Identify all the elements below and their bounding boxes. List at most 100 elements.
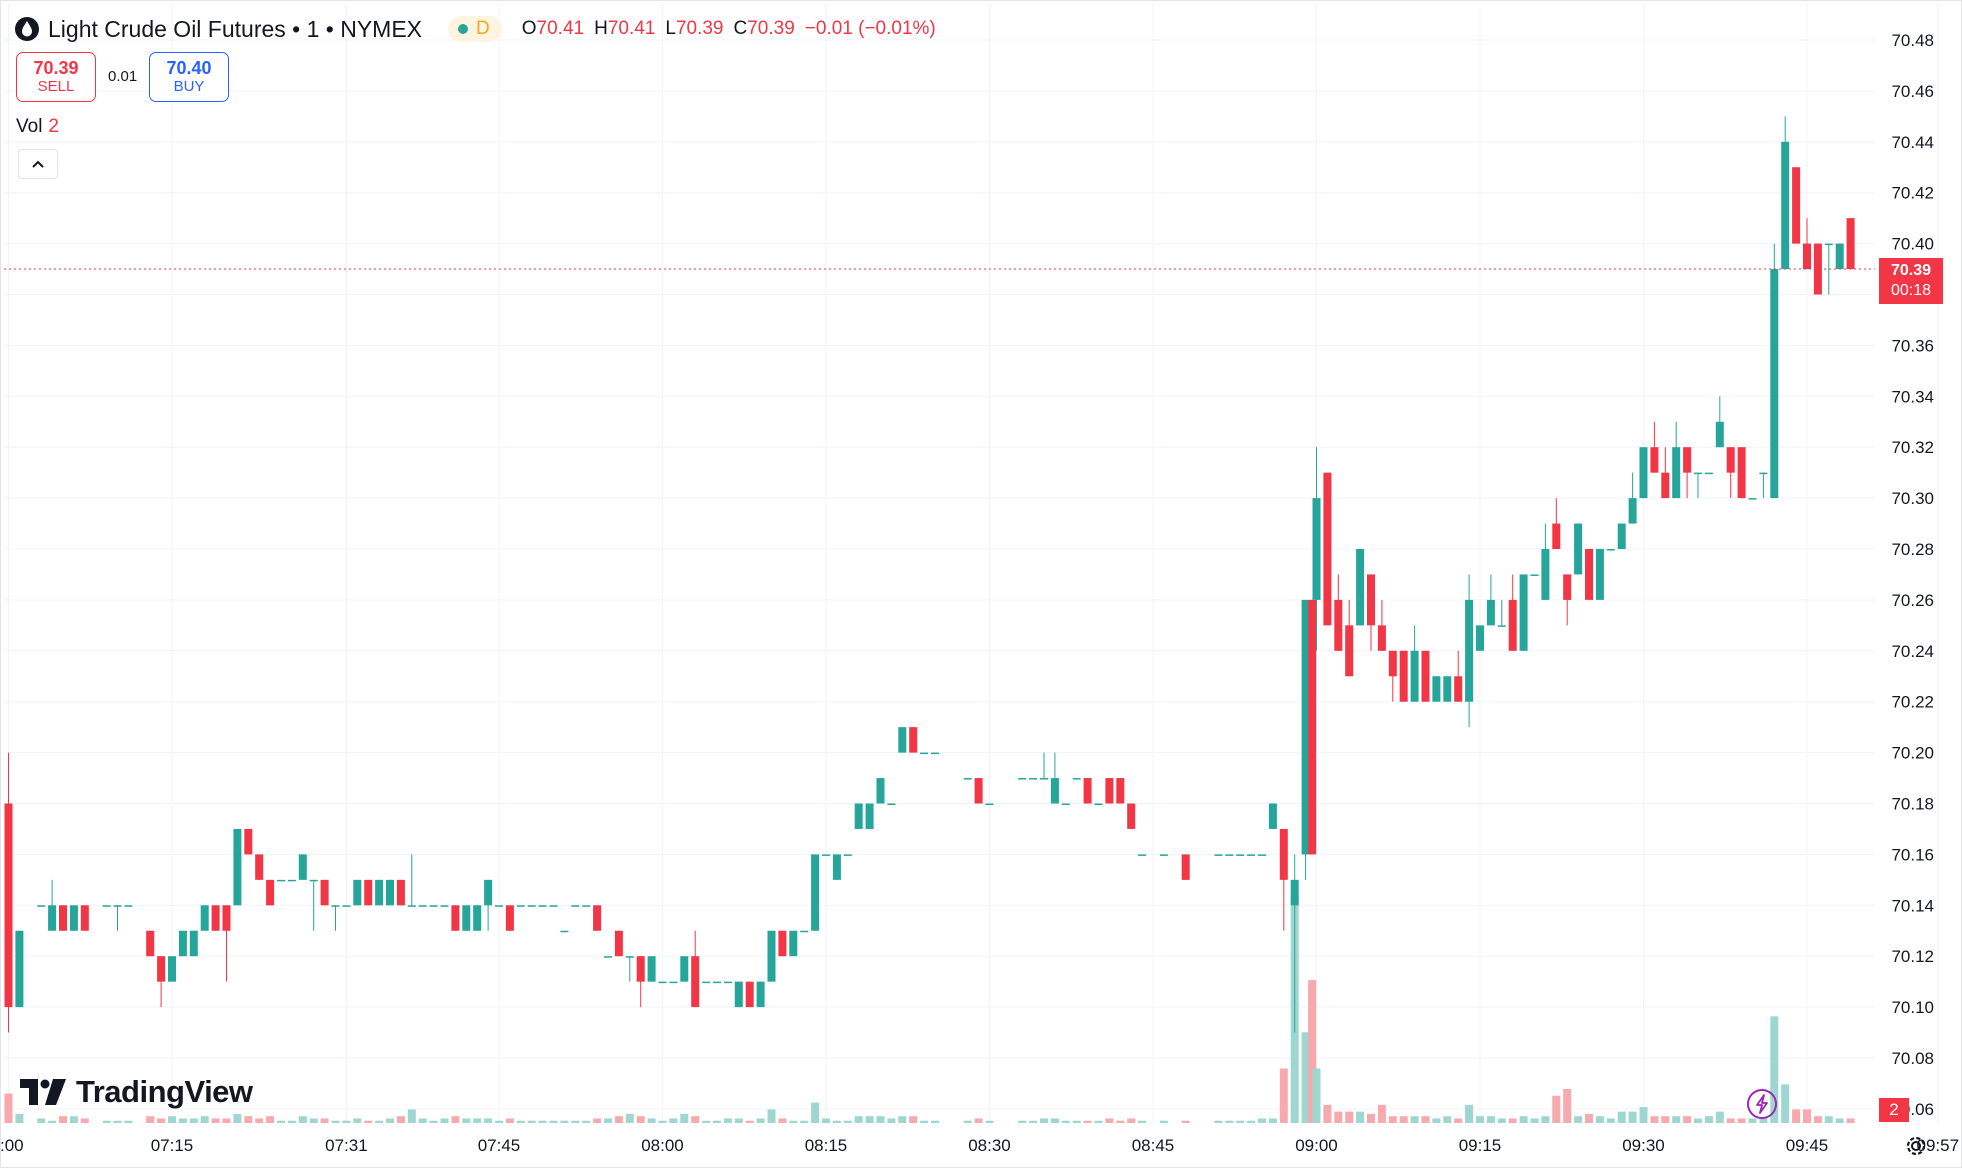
candle-body (222, 905, 231, 931)
time-tick-label: 09:15 (1459, 1136, 1502, 1155)
candle-body (1247, 854, 1256, 856)
price-tick-label: 70.26 (1891, 591, 1934, 610)
price-tick-label: 70.14 (1891, 896, 1934, 915)
volume-bar (1388, 1116, 1397, 1123)
candle-body (1290, 879, 1299, 906)
time-tick-label: 08:15 (805, 1136, 848, 1155)
volume-bar (178, 1118, 187, 1123)
candle-body (909, 727, 918, 753)
price-tick-label: 70.16 (1891, 845, 1934, 864)
candle-body (1519, 574, 1528, 651)
candle-body (157, 956, 166, 982)
candle-body (854, 803, 863, 829)
tradingview-logo-icon (20, 1079, 66, 1105)
volume-bar (538, 1120, 547, 1123)
candle-body (658, 981, 667, 984)
buy-button[interactable]: 70.40 BUY (149, 52, 229, 102)
volume-bar (320, 1118, 329, 1123)
volume-bar (1399, 1116, 1408, 1123)
time-tick-label: 09:00 (1295, 1136, 1338, 1155)
candle-body (1388, 650, 1397, 677)
volume-bar (37, 1118, 46, 1123)
price-tick-label: 70.24 (1891, 642, 1934, 661)
market-status-badge[interactable]: D (448, 16, 502, 42)
candle-body (1650, 447, 1659, 473)
candle-body (1105, 778, 1114, 804)
volume-bar (59, 1116, 67, 1123)
price-tick-label: 70.18 (1891, 795, 1934, 814)
volume-bar (658, 1120, 667, 1123)
time-tick-label: 09:30 (1622, 1136, 1665, 1155)
candle-body (407, 905, 416, 907)
volume-bar (931, 1120, 939, 1123)
candle-body (1563, 574, 1572, 600)
candle-body (1606, 549, 1615, 551)
volume-bar (1443, 1116, 1452, 1123)
candle-body (1465, 599, 1474, 702)
candle-body (1748, 498, 1757, 500)
volume-bar (1356, 1111, 1365, 1123)
volume-bar (189, 1118, 198, 1123)
change-value: −0.01 (−0.01%) (804, 18, 936, 39)
volume-bar (1377, 1104, 1386, 1123)
candle-body (1803, 243, 1811, 270)
candle-body (1824, 243, 1833, 246)
volume-bar (353, 1118, 362, 1123)
volume-bar (713, 1120, 721, 1123)
candle-body (386, 879, 394, 906)
candle-body (1628, 498, 1637, 524)
candle-body (1061, 803, 1070, 805)
price-tick-label: 70.36 (1891, 336, 1934, 355)
collapse-legend-button[interactable] (18, 149, 58, 179)
low-label: L (665, 18, 676, 39)
candle-body (1704, 472, 1713, 475)
volume-bar (80, 1118, 89, 1123)
gear-icon[interactable] (1902, 1132, 1930, 1160)
volume-bar (832, 1120, 841, 1123)
candle-body (1443, 676, 1452, 702)
candle-body (102, 905, 111, 907)
candle-body (593, 905, 602, 931)
candle-body (1541, 549, 1550, 600)
volume-bar (593, 1118, 602, 1123)
volume-bar (255, 1118, 264, 1123)
market-open-dot (458, 24, 469, 34)
volume-bar (1029, 1120, 1038, 1123)
price-tick-label: 70.32 (1891, 438, 1934, 457)
price-tick-label: 70.34 (1891, 387, 1934, 406)
volume-bar (48, 1120, 57, 1123)
candle-body (266, 879, 275, 906)
volume-bar (462, 1118, 471, 1123)
candle-body (484, 879, 493, 906)
bar-countdown: 00:18 (1890, 282, 1932, 299)
volume-bar (124, 1120, 133, 1123)
candle-body (1486, 599, 1495, 626)
candle-body (277, 879, 285, 882)
volume-bar (604, 1118, 612, 1123)
time-tick-label: 07:45 (478, 1136, 521, 1155)
flash-icon[interactable] (1746, 1088, 1778, 1120)
volume-bar (1308, 979, 1317, 1123)
price-tick-label: 70.28 (1891, 540, 1934, 559)
candle-body (244, 828, 253, 855)
sell-button[interactable]: 70.39 SELL (16, 52, 96, 102)
candle-body (1127, 803, 1136, 829)
candle-body (756, 981, 765, 1008)
candle-body (560, 930, 569, 933)
candle-body (37, 905, 46, 907)
volume-bar (1476, 1116, 1484, 1123)
volume-bar (1050, 1118, 1059, 1123)
candle-body (822, 854, 830, 856)
candle-body (1399, 650, 1408, 702)
candle-body (571, 905, 580, 907)
candle-body (429, 905, 438, 907)
tradingview-logo[interactable]: TradingView (20, 1074, 253, 1110)
time-axis[interactable]: :00 07:15 07:31 07:45 08:00 08:15 08:30 08:45 09… (0, 1136, 1959, 1155)
price-axis[interactable]: 70.4870.4670.4470.4270.4070.3870.3670.34… (1891, 31, 1934, 1119)
candle-body (320, 879, 329, 906)
time-tick-label: 08:30 (968, 1136, 1011, 1155)
candle-body (1410, 650, 1419, 702)
price-tick-label: 70.20 (1891, 744, 1934, 763)
symbol-title[interactable]: Light Crude Oil Futures • 1 • NYMEX (48, 15, 423, 42)
